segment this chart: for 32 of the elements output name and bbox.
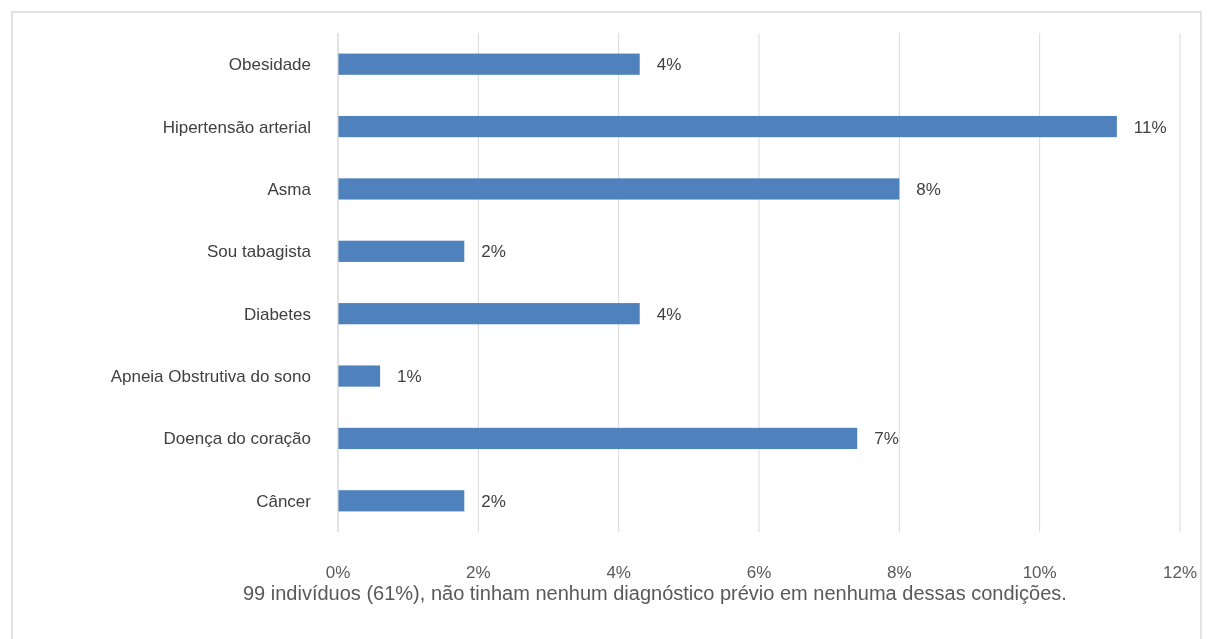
bar <box>338 427 858 450</box>
text: 99 indivíduos (61%), não tinham nenhum diagnóstico prévio em nenhuma dessas condições. <box>243 582 1067 604</box>
bar <box>338 490 465 512</box>
data-label: 1% <box>397 367 422 387</box>
x-tick-label: 4% <box>606 563 631 582</box>
bar <box>338 53 640 75</box>
y-tick-label: Diabetes <box>243 304 311 324</box>
x-tick-label: 6% <box>746 563 772 582</box>
x-tick-label: 8% <box>887 563 912 582</box>
data-label: 4% <box>656 304 682 324</box>
x-tick-label: 2% <box>466 563 491 582</box>
data-label: 11% <box>1133 117 1167 137</box>
data-label: 8% <box>916 179 941 199</box>
bar <box>338 115 1117 138</box>
bar <box>338 240 465 262</box>
bar <box>338 303 640 325</box>
y-tick-label: Câncer <box>256 491 312 511</box>
y-tick-label: Hipertensão arterial <box>162 117 311 137</box>
bar <box>338 178 900 200</box>
x-tick-label: 0% <box>325 563 351 582</box>
x-tick-label: 12% <box>1162 563 1198 582</box>
data-label: 2% <box>481 491 506 511</box>
y-tick-label: Obesidade <box>228 55 311 75</box>
data-label: 2% <box>481 242 506 262</box>
bar <box>338 365 381 387</box>
x-tick-label: 10% <box>1022 563 1057 582</box>
data-label: 7% <box>874 429 899 449</box>
y-tick-label: Asma <box>267 179 312 199</box>
y-tick-label: Sou tabagista <box>207 242 312 262</box>
data-label: 4% <box>656 55 682 75</box>
y-tick-label: Apneia Obstrutiva do sono <box>110 367 311 387</box>
y-tick-label: Doença do coração <box>163 429 311 449</box>
